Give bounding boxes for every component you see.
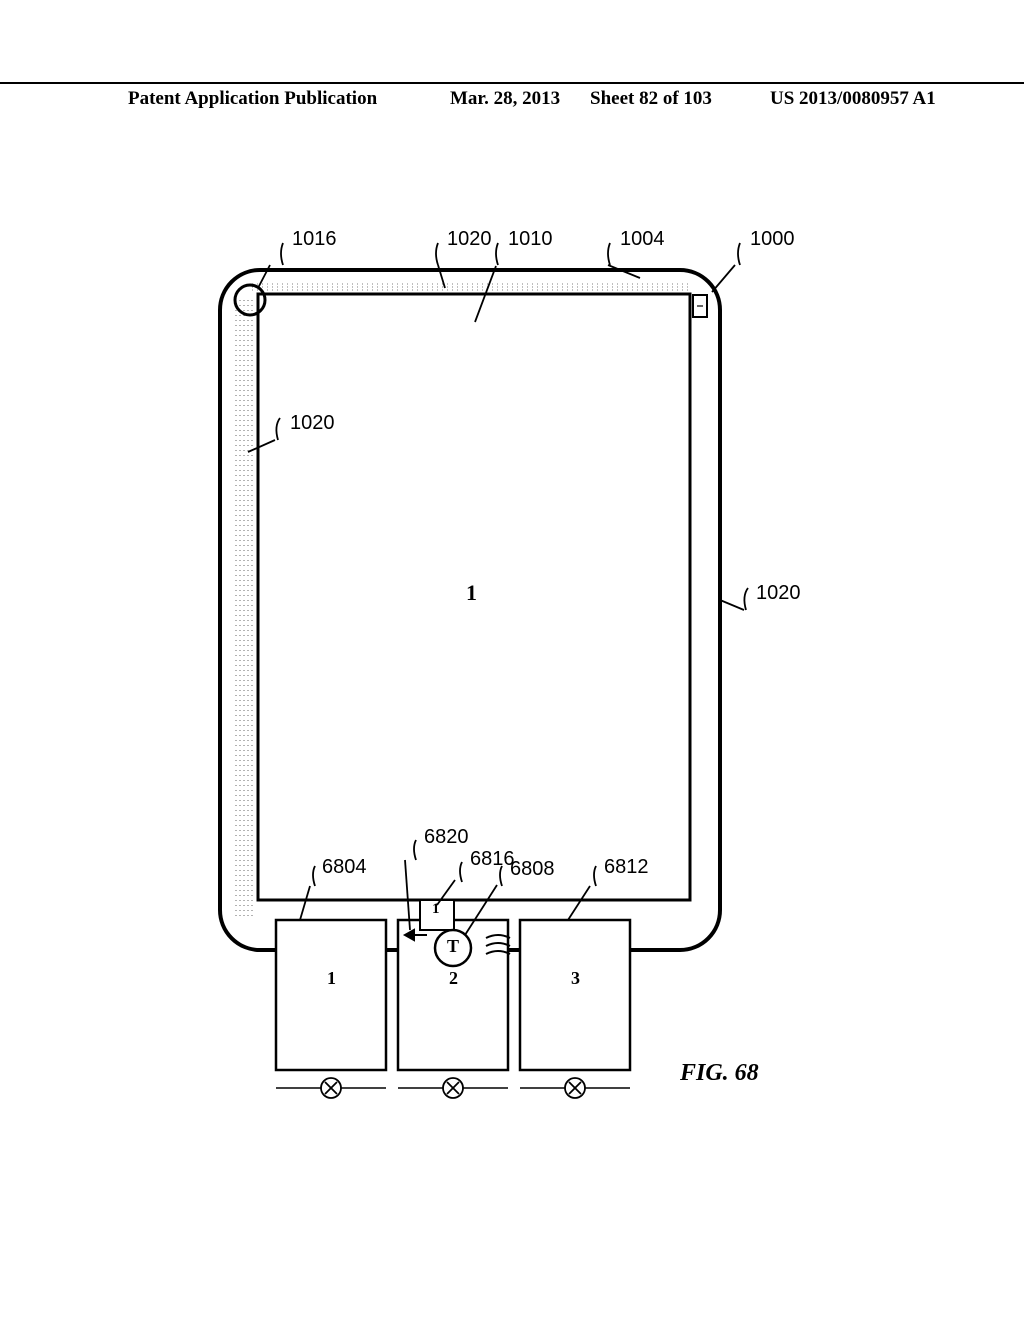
ref-1016: 1016 — [292, 228, 337, 251]
screen-center-label: 1 — [466, 580, 477, 606]
page: Patent Application Publication Mar. 28, … — [0, 0, 1024, 1320]
card-2-number: 2 — [449, 968, 458, 989]
ref-1010: 1010 — [508, 228, 553, 251]
ref-6808: 6808 — [510, 858, 555, 881]
card-1-number: 1 — [327, 968, 336, 989]
ref-1020-left: 1020 — [290, 412, 335, 435]
ref-1004: 1004 — [620, 228, 665, 251]
card-3-number: 3 — [571, 968, 580, 989]
ref-6804: 6804 — [322, 856, 367, 879]
card-3 — [520, 920, 630, 1070]
ref-6820: 6820 — [424, 826, 469, 849]
lead-lines — [248, 243, 748, 935]
t-circle-label: T — [447, 936, 459, 957]
figure-svg — [0, 0, 1024, 1320]
ref-1020-top: 1020 — [447, 228, 492, 251]
close-icon-2 — [443, 1078, 463, 1098]
ref-1000: 1000 — [750, 228, 795, 251]
mini-window-label: 1 — [432, 901, 440, 918]
close-icon-1 — [321, 1078, 341, 1098]
ref-6816: 6816 — [470, 848, 515, 871]
camera-lens — [235, 285, 265, 315]
top-sensor-band — [250, 282, 692, 292]
card-1 — [276, 920, 386, 1070]
left-sensor-band — [236, 300, 252, 920]
figure-label: FIG. 68 — [680, 1060, 759, 1087]
close-icon-3 — [565, 1078, 585, 1098]
ref-6812: 6812 — [604, 856, 649, 879]
ref-1020-right: 1020 — [756, 582, 801, 605]
